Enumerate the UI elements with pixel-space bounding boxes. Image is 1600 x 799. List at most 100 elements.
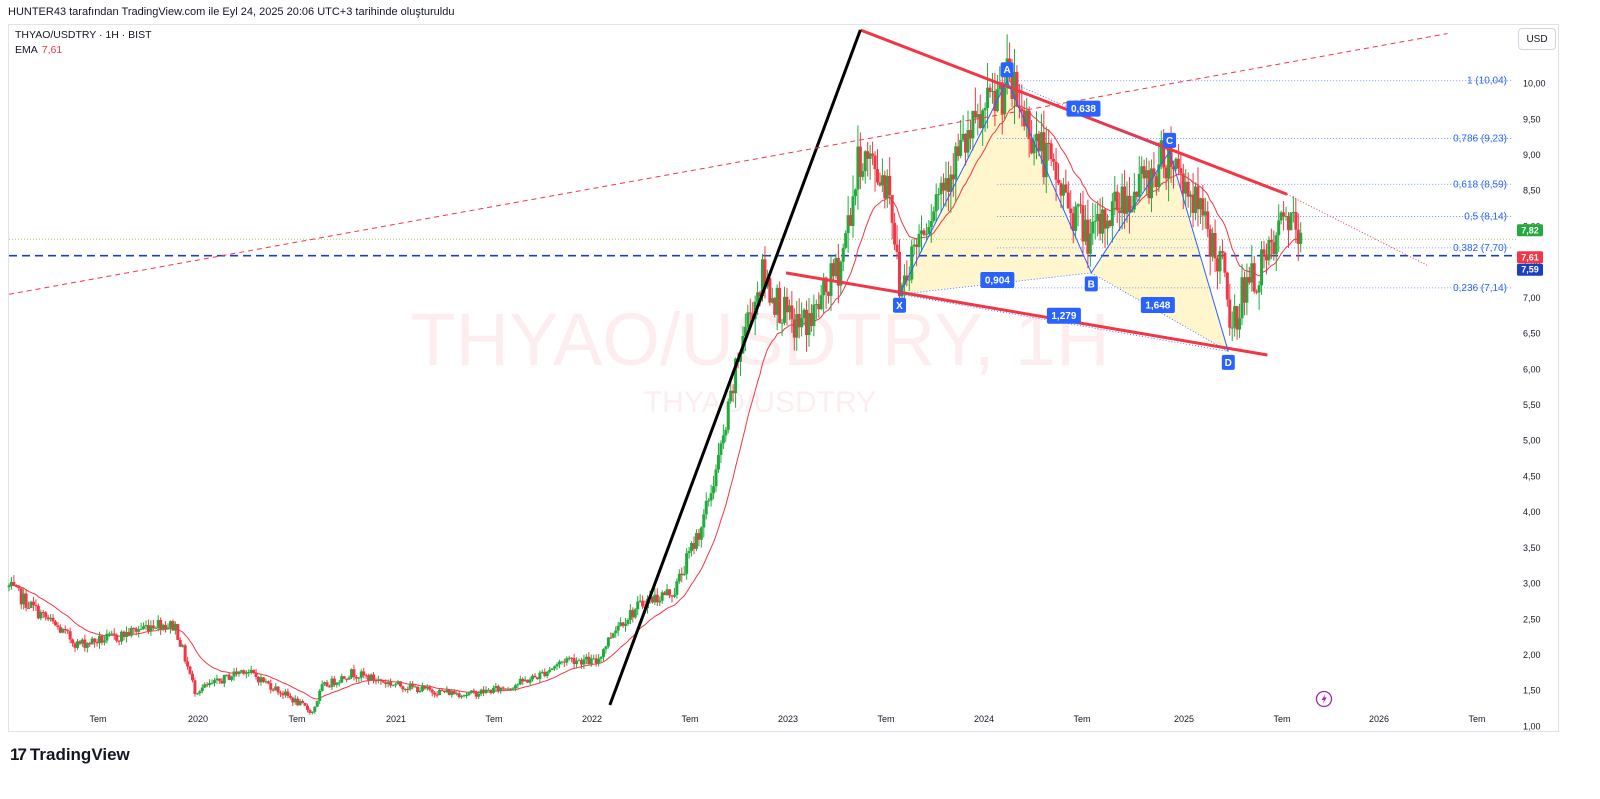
trendline-steep-support[interactable]: [608, 29, 862, 706]
candle-body: [61, 628, 65, 633]
candle-body: [46, 617, 50, 620]
ratio-badge[interactable]: 0,638: [1066, 100, 1101, 117]
ema-legend[interactable]: EMA 7,61: [15, 44, 62, 56]
candle-body: [237, 671, 241, 675]
price-label: 7,61: [1517, 251, 1543, 264]
price-label-bg: [1517, 263, 1543, 276]
ratio-badge[interactable]: 1,648: [1140, 297, 1175, 313]
candle: [915, 238, 919, 267]
candle: [672, 587, 676, 598]
candle: [949, 165, 953, 213]
candle: [305, 703, 309, 713]
pattern-point-a[interactable]: A: [1000, 62, 1014, 78]
y-axis-tick: 10,00: [1523, 79, 1546, 89]
ratio-badge[interactable]: 1,279: [1046, 307, 1081, 324]
candle: [460, 694, 464, 699]
candle: [354, 675, 358, 683]
y-axis-tick: 7,00: [1523, 293, 1541, 303]
symbol-legend[interactable]: THYAO/USDTRY · 1H · BIST: [15, 29, 152, 41]
pattern-point-label: X: [896, 301, 903, 312]
candle-body: [763, 259, 767, 287]
trendline-long-term-dashed[interactable]: [8, 33, 1448, 295]
candle-body: [1088, 233, 1092, 254]
candle: [205, 682, 209, 688]
candle-body: [100, 635, 104, 643]
candle: [195, 692, 199, 696]
candle: [100, 634, 104, 646]
lightning-icon[interactable]: [1315, 690, 1333, 708]
pattern-point-x[interactable]: X: [893, 297, 906, 313]
pattern-point-b[interactable]: B: [1084, 276, 1098, 292]
candle-body: [350, 669, 353, 678]
candle-body: [124, 631, 128, 637]
candle: [924, 223, 928, 241]
candle-body: [36, 605, 40, 619]
candle: [83, 634, 87, 652]
chart-attribution: HUNTER43 tarafından TradingView.com ile …: [8, 6, 455, 18]
candle-body: [283, 691, 287, 696]
x-axis-tick: Tem: [485, 714, 502, 724]
candle-body: [773, 298, 777, 315]
candle: [301, 699, 305, 704]
candle-body: [1277, 220, 1281, 236]
candle: [509, 688, 513, 691]
tradingview-logo[interactable]: 17 TradingView: [10, 745, 130, 765]
candle: [394, 682, 398, 688]
candle: [743, 313, 747, 352]
candle-body: [888, 175, 892, 196]
candle-body: [1022, 110, 1026, 127]
candle: [1289, 211, 1293, 231]
candle: [895, 225, 899, 260]
chart-frame: [8, 24, 1559, 732]
candle: [579, 658, 583, 669]
candle: [1220, 239, 1224, 260]
candle-body: [1076, 204, 1080, 207]
candle-body: [531, 675, 535, 680]
candle: [516, 683, 520, 689]
candle-body: [1208, 229, 1212, 257]
candle-body: [616, 625, 620, 631]
candle: [455, 691, 459, 696]
price-label-text: 7,59: [1521, 265, 1539, 275]
candle: [318, 688, 322, 705]
candle-body: [927, 226, 931, 235]
candle-body: [168, 621, 172, 628]
candle: [188, 665, 192, 676]
candle: [1096, 200, 1100, 237]
candle: [731, 384, 735, 403]
candle-body: [633, 609, 637, 618]
candle-body: [907, 279, 911, 281]
candle: [433, 690, 437, 698]
candle-body: [553, 666, 557, 669]
candle-body: [863, 151, 867, 172]
candle: [12, 575, 16, 587]
candle: [484, 686, 488, 695]
candle: [638, 594, 642, 603]
candle: [1196, 167, 1200, 227]
candle: [398, 681, 402, 688]
candle: [927, 220, 931, 235]
candle: [597, 654, 601, 667]
currency-button[interactable]: USD: [1518, 28, 1556, 50]
pattern-point-badge: [1000, 62, 1014, 78]
candle: [553, 665, 557, 671]
candle: [1152, 152, 1156, 188]
pattern-point-d[interactable]: D: [1221, 354, 1235, 370]
candle: [528, 676, 532, 687]
candle-body: [1137, 173, 1141, 197]
candle: [814, 299, 818, 319]
candle: [582, 654, 586, 670]
trendline-lower-wedge[interactable]: [785, 271, 1268, 357]
candle-body: [802, 309, 806, 319]
candle-body: [139, 628, 143, 630]
candle-body: [1279, 212, 1283, 221]
ratio-badge[interactable]: 0,904: [980, 272, 1015, 288]
candle: [261, 677, 265, 683]
candle: [266, 680, 270, 685]
candle: [27, 601, 31, 609]
candle-body: [337, 682, 341, 684]
candle-body: [222, 674, 226, 684]
pattern-point-c[interactable]: C: [1163, 132, 1177, 148]
candle-body: [362, 671, 366, 676]
